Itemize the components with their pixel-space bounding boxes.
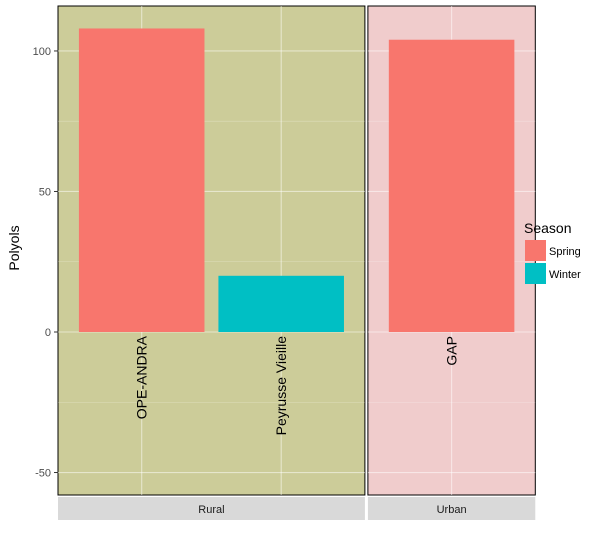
bar-gap xyxy=(388,39,515,333)
y-axis: -50 0 50 100 xyxy=(33,46,58,480)
facet-panels: OPE-ANDRA Peyrusse Vieille GAP xyxy=(57,5,536,496)
legend-label-winter: Winter xyxy=(549,269,581,281)
legend-label-spring: Spring xyxy=(549,246,581,258)
x-category-label: Peyrusse Vieille xyxy=(273,336,289,436)
legend-key-winter xyxy=(525,263,546,284)
y-axis-title: Polyols xyxy=(6,225,22,270)
strip-background xyxy=(367,497,536,520)
legend-key-spring xyxy=(525,240,546,261)
x-category-label: OPE-ANDRA xyxy=(134,335,150,419)
legend-title: Season xyxy=(524,220,571,236)
y-tick-label: 0 xyxy=(45,327,51,339)
facet-panel-urban: GAP xyxy=(367,5,536,496)
facet-strip-rural: Rural xyxy=(58,497,365,520)
strip-background xyxy=(58,497,365,520)
y-tick-label: 100 xyxy=(33,46,51,58)
legend: Season Spring Winter xyxy=(524,220,581,284)
bar-ope-andra xyxy=(78,28,205,333)
y-tick-label: -50 xyxy=(35,468,51,480)
x-category-label: GAP xyxy=(444,336,460,366)
facet-strip-urban: Urban xyxy=(367,497,536,520)
y-tick-label: 50 xyxy=(39,186,51,198)
facet-panel-rural: OPE-ANDRA Peyrusse Vieille xyxy=(57,5,366,496)
strip-label: Urban xyxy=(437,504,467,516)
facet-strips: Rural Urban xyxy=(58,497,536,520)
strip-label: Rural xyxy=(198,504,224,516)
bar-peyrusse-vieille xyxy=(218,275,344,332)
